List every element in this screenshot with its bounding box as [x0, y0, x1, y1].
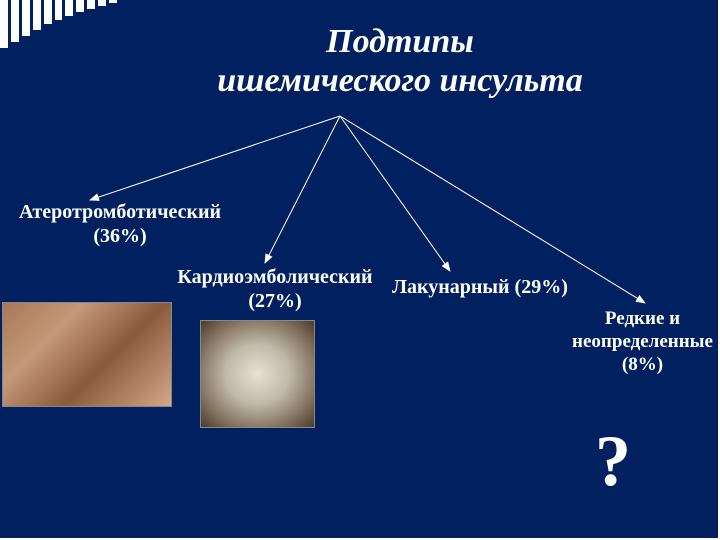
subtype-cardioembolic: Кардиоэмболический (27%): [165, 265, 385, 313]
subtype-label-line: Редкие и: [565, 308, 720, 331]
subtype-label-line: (27%): [165, 289, 385, 313]
slide-title: Подтипы ишемического инсульта: [150, 22, 650, 100]
subtype-label-line: неопределенные: [565, 331, 720, 354]
subtype-lacunar: Лакунарный (29%): [380, 275, 580, 299]
subtype-label-line: (8%): [565, 354, 720, 377]
title-line-2: ишемического инсульта: [150, 61, 650, 100]
subtype-atherothrombotic: Атеротромботический (36%): [10, 200, 230, 248]
medical-image-cardioembolic: [200, 320, 315, 428]
question-mark: ?: [595, 420, 631, 503]
subtype-label-line: Кардиоэмболический: [165, 265, 385, 289]
subtype-label-line: Лакунарный (29%): [380, 275, 580, 299]
subtype-rare: Редкие и неопределенные (8%): [565, 308, 720, 376]
subtype-label-line: (36%): [10, 224, 230, 248]
subtype-label-line: Атеротромботический: [10, 200, 230, 224]
medical-image-atherothrombotic: [2, 302, 172, 407]
corner-decoration: [0, 0, 120, 60]
title-line-1: Подтипы: [150, 22, 650, 61]
